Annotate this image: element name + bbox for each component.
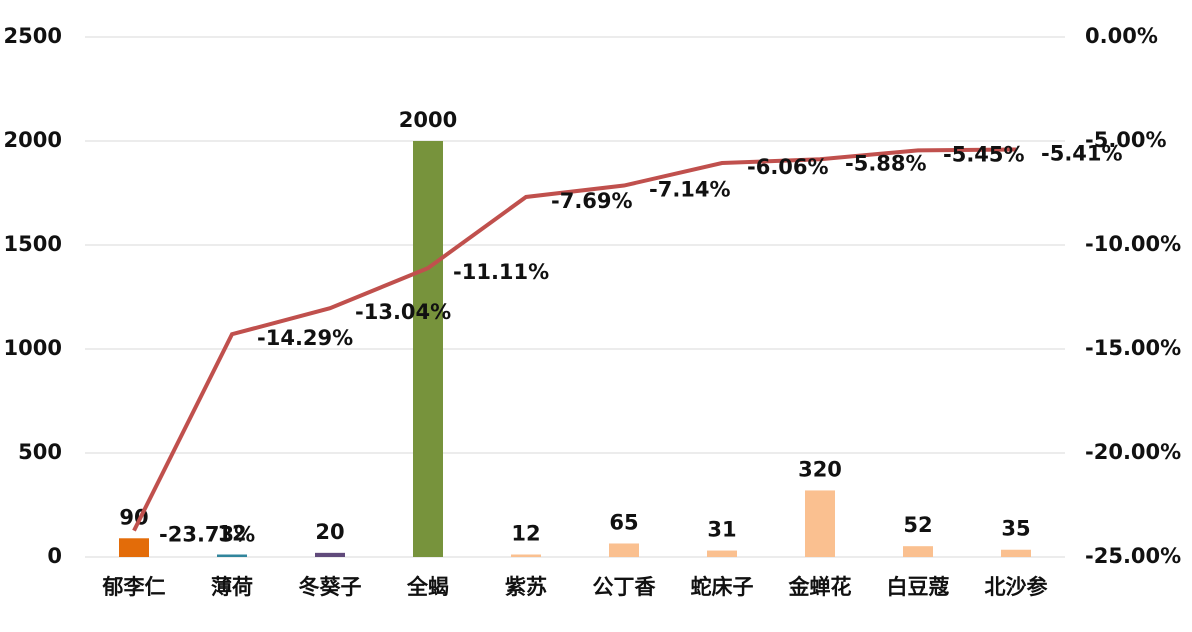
bar (315, 552, 345, 557)
y2-tick-label: 0.00% (1085, 24, 1158, 48)
x-tick-label: 白豆蔻 (887, 575, 950, 599)
y-tick-label: 1500 (4, 232, 62, 256)
y-tick-label: 0 (47, 544, 62, 568)
x-tick-label: 公丁香 (593, 575, 657, 599)
line-value-label: -6.06% (747, 155, 829, 179)
y2-tick-label: -10.00% (1085, 232, 1181, 256)
x-tick-label: 全蝎 (406, 575, 449, 599)
bar (217, 554, 247, 557)
bar (413, 141, 443, 557)
x-tick-label: 薄荷 (211, 575, 253, 599)
x-tick-label: 冬葵子 (299, 575, 362, 599)
bar (511, 554, 541, 557)
line-value-label: -5.88% (845, 151, 927, 175)
bar-value-label: 2000 (399, 108, 457, 132)
y-tick-label: 500 (18, 440, 62, 464)
line-value-label: -11.11% (453, 260, 549, 284)
line-value-label: -23.73% (159, 523, 255, 547)
bar (903, 546, 933, 557)
x-tick-label: 蛇床子 (691, 575, 754, 599)
y-tick-label: 2500 (4, 24, 62, 48)
x-tick-label: 紫苏 (505, 575, 547, 599)
line-value-label: -5.45% (943, 142, 1025, 166)
bar (119, 538, 149, 557)
bar-value-label: 320 (798, 457, 842, 481)
bar (1001, 549, 1031, 557)
bar-value-label: 52 (903, 513, 932, 537)
x-tick-label: 金蝉花 (788, 575, 852, 599)
bar-value-label: 12 (217, 522, 246, 546)
y-tick-label: 1000 (4, 336, 62, 360)
bar-value-label: 65 (609, 510, 638, 534)
line-value-label: -7.14% (649, 178, 731, 202)
line-value-label: -13.04% (355, 300, 451, 324)
line-value-label: -14.29% (257, 326, 353, 350)
line-value-label: -7.69% (551, 189, 633, 213)
bar (707, 550, 737, 557)
bar-value-label: 12 (511, 522, 540, 546)
bar-value-label: 31 (707, 518, 736, 542)
bar (805, 490, 835, 557)
y2-tick-label: -20.00% (1085, 440, 1181, 464)
y2-tick-label: -5.00% (1085, 128, 1167, 152)
y2-tick-label: -15.00% (1085, 336, 1181, 360)
line (132, 147, 1017, 532)
bar (609, 543, 639, 557)
line-value-label: -5.41% (1041, 142, 1123, 166)
bar-value-label: 20 (315, 520, 344, 544)
x-tick-label: 北沙参 (985, 575, 1048, 599)
x-tick-label: 郁李仁 (102, 575, 166, 599)
y2-tick-label: -25.00% (1085, 544, 1181, 568)
bar-value-label: 35 (1001, 517, 1030, 541)
y-tick-label: 2000 (4, 128, 62, 152)
